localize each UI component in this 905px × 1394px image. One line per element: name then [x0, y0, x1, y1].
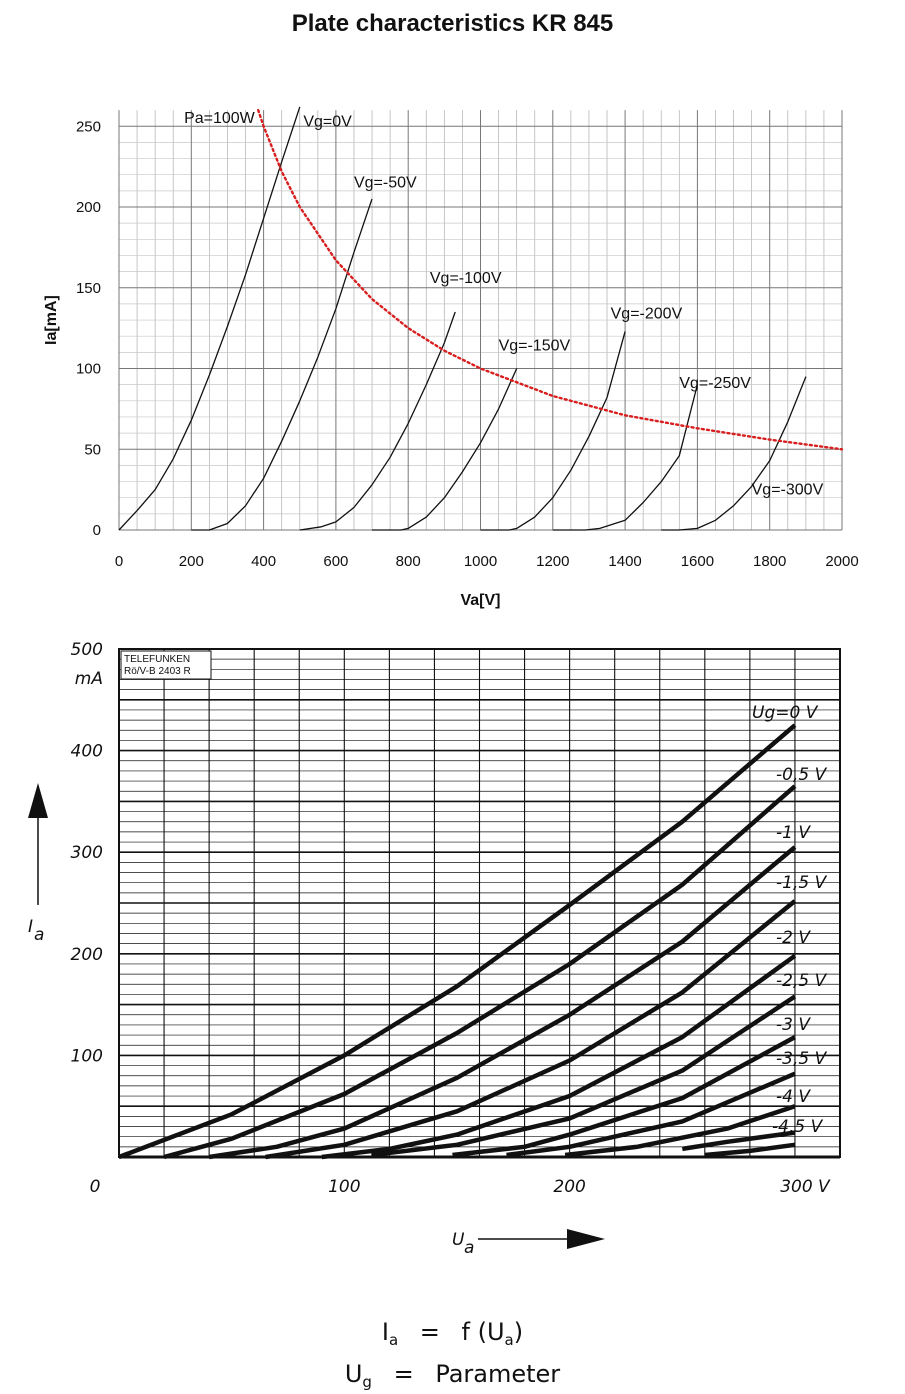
formula-ia: Ia = f (Ua) [0, 1318, 905, 1349]
y-axis-title-sub: a [34, 925, 44, 945]
x-axis-title-sub: a [464, 1238, 474, 1258]
curve-label: Ug=0 V [752, 703, 819, 723]
curve-label: Vg=0V [303, 113, 352, 130]
y-tick-label: 150 [76, 280, 101, 297]
y-tick-label: 500 [71, 640, 103, 660]
x-tick-label: 100 [328, 1177, 360, 1197]
formula-ia-equals: = [419, 1318, 440, 1346]
x-tick-label: 0 [90, 1177, 101, 1197]
y-tick-label: 100 [71, 1046, 103, 1066]
series-line [163, 784, 797, 1160]
series-line [321, 953, 797, 1160]
series-line [452, 1035, 796, 1158]
formula-ug-rhs: Parameter [435, 1360, 561, 1388]
curve-label: -3 V [776, 1015, 811, 1035]
x-tick-label: 600 [323, 553, 348, 570]
y-tick-label: 200 [71, 945, 103, 965]
stamp-box [120, 650, 212, 680]
formula-ug-lhs: U [344, 1360, 363, 1388]
x-axis-title: U [452, 1230, 465, 1250]
curve-label: -3,5 V [776, 1049, 828, 1069]
y-axis-title: Ia[mA] [43, 295, 60, 345]
y-tick-label: 300 [71, 843, 103, 863]
formula-ia-rhs-sub: a [504, 1331, 514, 1349]
series-line [506, 1071, 796, 1158]
curve-label: Vg=-150V [499, 338, 571, 355]
x-tick-label: 800 [396, 553, 421, 570]
series-line [681, 1130, 796, 1152]
curve-label: Vg=-100V [430, 270, 502, 287]
formula-ia-lhs: I [381, 1318, 389, 1346]
y-tick-label: 50 [84, 441, 101, 458]
series-line [704, 1142, 796, 1158]
curve-label: -2,5 V [776, 971, 828, 991]
curve-label: -1,5 V [776, 873, 828, 893]
x-tick-label: 2000 [825, 553, 858, 570]
x-axis-title: Va[V] [460, 592, 500, 609]
formula-ug: Ug = Parameter [0, 1360, 905, 1391]
formula-ug-lhs-sub: g [362, 1373, 372, 1391]
series-line [480, 331, 626, 531]
x-tick-label: 200 [179, 553, 204, 570]
x-tick-label: 1000 [464, 553, 497, 570]
y-tick-label: 250 [76, 118, 101, 135]
series-line [257, 108, 844, 451]
curve-label: Pa=100W [184, 110, 256, 127]
y-tick-label: 0 [93, 522, 101, 539]
stamp-line-1: TELEFUNKEN [124, 654, 190, 665]
y-tick-label: 200 [76, 199, 101, 216]
series-line [564, 1104, 796, 1158]
formula-ug-equals: = [393, 1360, 414, 1388]
x-tick-label: 1600 [681, 553, 714, 570]
series-line [118, 106, 301, 531]
series-line [208, 845, 797, 1160]
x-tick-label: 1400 [608, 553, 641, 570]
curve-label: -2 V [776, 928, 811, 948]
y-tick-label: 400 [71, 742, 103, 762]
curve-label: Vg=-200V [611, 305, 683, 322]
y-axis-title: I [28, 917, 33, 937]
stamp-line-2: Rö/V-B 2403 R [124, 666, 191, 677]
series-line [371, 994, 797, 1158]
series-line [299, 311, 456, 531]
series-line [552, 384, 699, 531]
y-unit-label: mA [75, 669, 103, 689]
x-tick-label: 0 [115, 553, 123, 570]
curve-label: -4,5 V [772, 1117, 824, 1137]
curve-label: Vg=-250V [679, 375, 751, 392]
series-line [118, 723, 797, 1160]
series-line [191, 198, 373, 531]
series-line [661, 376, 807, 531]
x-tick-label: 200 [553, 1177, 585, 1197]
chart-plate-characteristics: 0 200 400 600 800 1000 1200 1400 1600 1800 2000 0 50… [43, 106, 859, 609]
curve-label: -4 V [776, 1087, 811, 1107]
y-tick-label: 100 [76, 361, 101, 378]
curve-label: Vg=-50V [354, 175, 417, 192]
series-line [372, 368, 518, 531]
curve-label: Vg=-300V [752, 481, 824, 498]
x-tick-label: 1800 [753, 553, 786, 570]
page-title: Plate characteristics KR 845 [291, 10, 614, 37]
formula-ia-rhs: f (U [461, 1318, 505, 1346]
x-tick-label: 1200 [536, 553, 569, 570]
x-tick-label: 300 V [780, 1177, 831, 1197]
curve-label: -0,5 V [776, 765, 828, 785]
y-arrow-head [28, 783, 48, 818]
curve-label: -1 V [776, 823, 811, 843]
x-arrow-head [567, 1229, 605, 1249]
x-tick-label: 400 [251, 553, 276, 570]
formula-ia-rhs-end: ) [513, 1318, 524, 1346]
series-line [265, 899, 797, 1160]
formula-ia-lhs-sub: a [388, 1331, 399, 1349]
